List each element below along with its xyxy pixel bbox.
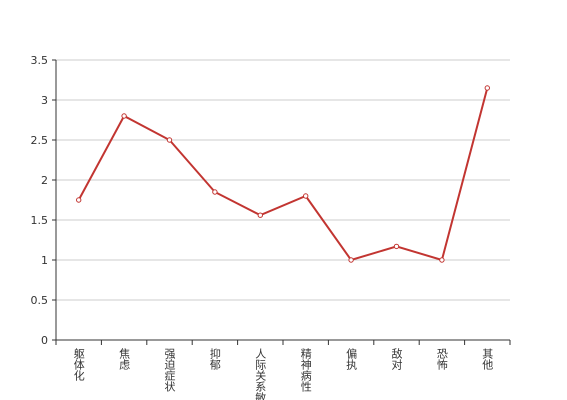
point <box>303 193 309 199</box>
x-tick-label: 强迫症状 <box>163 348 176 392</box>
point <box>439 257 445 263</box>
x-tick-label: 抑郁 <box>208 347 221 370</box>
point <box>121 113 127 119</box>
y-tick-label: 0 <box>41 334 48 347</box>
y-tick-label: 0.5 <box>31 294 49 307</box>
point <box>212 189 218 195</box>
y-tick-label: 2 <box>41 174 48 187</box>
y-tick-label: 3.5 <box>31 54 49 67</box>
y-tick-label: 1 <box>41 254 48 267</box>
x-tick-label: 其他 <box>481 348 494 370</box>
point <box>166 137 173 143</box>
x-tick-label: 偏执 <box>345 347 358 371</box>
point <box>484 85 490 91</box>
x-tick-label: 恐怖 <box>435 348 448 370</box>
point <box>393 243 400 250</box>
point <box>257 212 263 218</box>
y-tick-label: 3 <box>41 94 48 107</box>
y-tick-label: 1.5 <box>31 214 49 227</box>
x-tick-label: 敌对 <box>390 347 403 370</box>
line <box>77 87 489 262</box>
x-tick-label: 人际关系敏感 <box>254 348 267 400</box>
point <box>76 197 82 203</box>
point <box>348 257 354 263</box>
x-tick-label: 焦虑 <box>118 348 131 370</box>
x-tick-label: 精神病性 <box>299 348 312 393</box>
x-tick-label: 躯体化 <box>72 348 85 382</box>
y-tick-label: 2.5 <box>31 134 49 147</box>
